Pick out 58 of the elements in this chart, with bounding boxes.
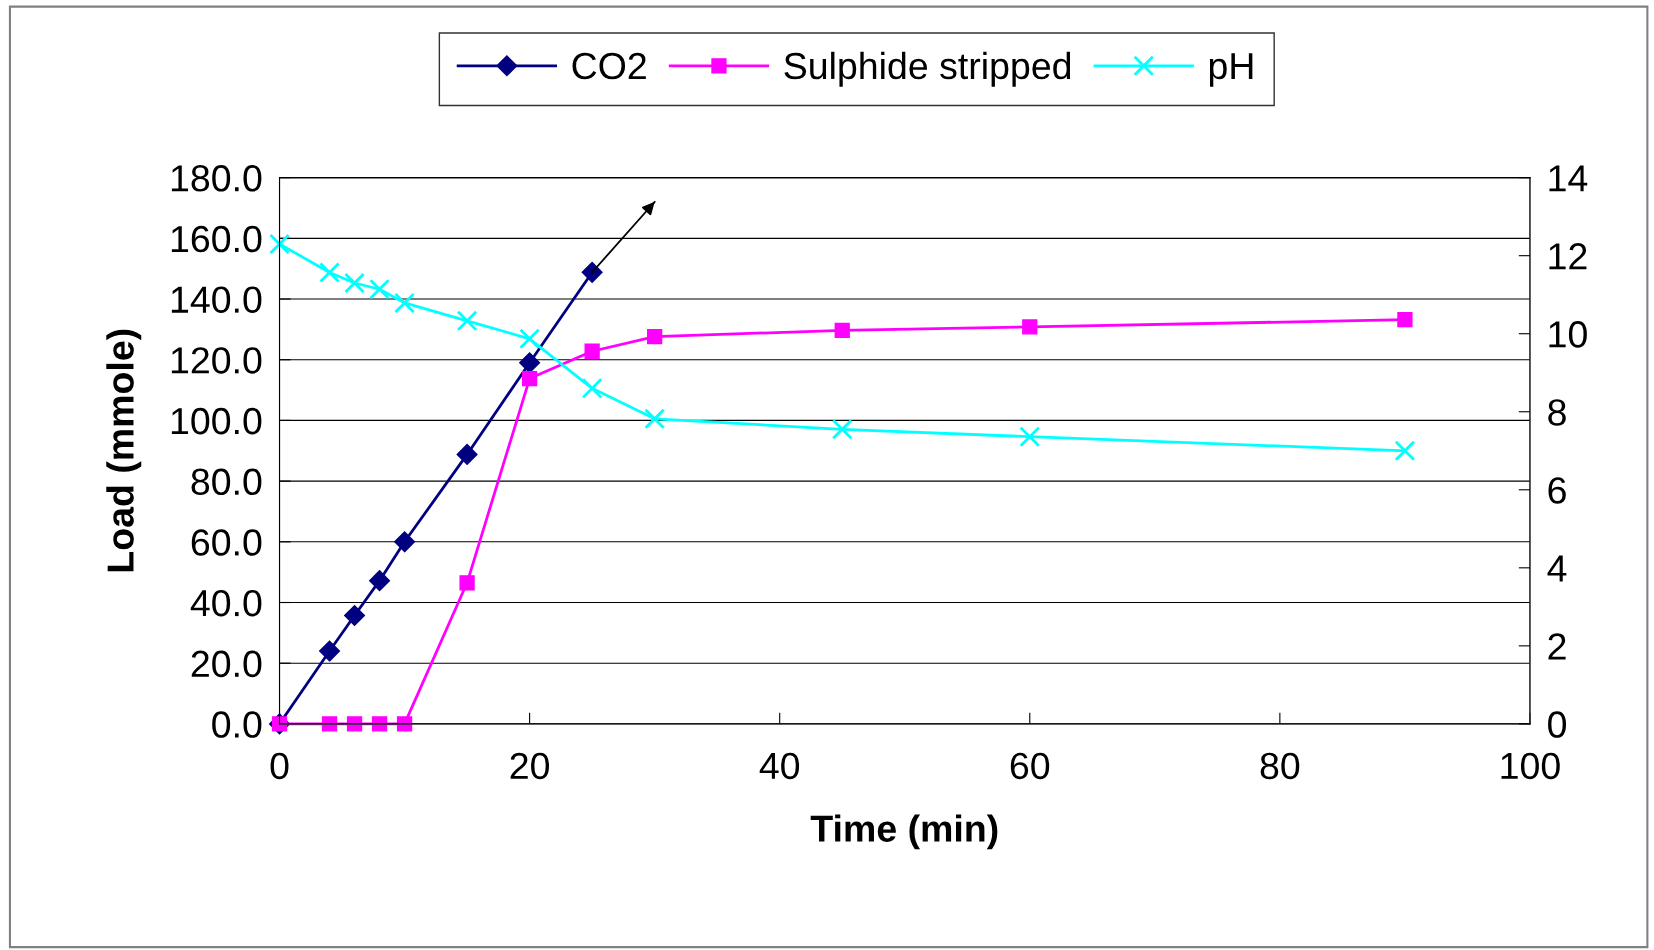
point bbox=[581, 261, 603, 283]
point bbox=[584, 343, 600, 359]
point bbox=[834, 322, 850, 338]
y2-tick-label: 12 bbox=[1549, 243, 1587, 270]
point bbox=[831, 418, 853, 440]
point bbox=[456, 443, 478, 465]
point bbox=[1394, 440, 1416, 462]
y-tick-label: 0.0 bbox=[212, 711, 262, 738]
x-tick-label: 60 bbox=[1010, 752, 1050, 780]
point bbox=[344, 605, 366, 627]
legend-label: Sulphide stripped bbox=[784, 51, 1071, 87]
y2-tick-label: 4 bbox=[1547, 555, 1567, 582]
y-tick-label: 160.0 bbox=[171, 225, 262, 253]
y2-tick-label: 10 bbox=[1549, 321, 1587, 348]
y2-tick-label: 14 bbox=[1549, 165, 1588, 192]
y2-tick-label: 0 bbox=[1548, 711, 1567, 738]
y-tick-label: 60.0 bbox=[191, 529, 262, 556]
x-tick-label: 40 bbox=[759, 752, 800, 780]
x-axis-title: Time (min) bbox=[810, 814, 998, 850]
x-tick-label: 80 bbox=[1260, 752, 1300, 780]
y-tick-label: 120.0 bbox=[171, 347, 262, 374]
y2-tick-label: 8 bbox=[1548, 399, 1566, 426]
y-tick-label: 180.0 bbox=[171, 165, 262, 192]
x-tick-label: 20 bbox=[510, 752, 549, 780]
y-tick-label: 20.0 bbox=[191, 650, 262, 678]
point bbox=[519, 352, 541, 374]
y-tick-label: 140.0 bbox=[171, 286, 262, 313]
legend-label: CO2 bbox=[572, 52, 646, 80]
point bbox=[369, 570, 391, 592]
point bbox=[396, 716, 413, 732]
point bbox=[1397, 312, 1413, 328]
point bbox=[519, 328, 541, 350]
point bbox=[394, 531, 416, 553]
point bbox=[521, 370, 538, 387]
x-tick-label: 0 bbox=[270, 752, 289, 780]
point bbox=[319, 640, 341, 662]
point bbox=[1022, 319, 1038, 335]
y-tick-label: 100.0 bbox=[171, 407, 262, 435]
point bbox=[1019, 426, 1041, 448]
y-tick-label: 80.0 bbox=[191, 468, 262, 496]
point bbox=[456, 310, 478, 332]
point bbox=[371, 716, 388, 732]
x-tick-label: 100 bbox=[1501, 752, 1560, 780]
y-axis-title: Load (mmole) bbox=[106, 329, 142, 572]
point bbox=[321, 716, 338, 732]
y2-tick-label: 6 bbox=[1548, 477, 1566, 504]
point bbox=[319, 262, 340, 283]
point bbox=[394, 292, 415, 314]
y-tick-label: 40.0 bbox=[190, 589, 262, 617]
point bbox=[344, 272, 365, 294]
point bbox=[581, 377, 603, 399]
point bbox=[644, 408, 666, 430]
point bbox=[369, 278, 390, 300]
legend-label: pH bbox=[1209, 53, 1253, 87]
point bbox=[647, 329, 663, 345]
y2-tick-label: 2 bbox=[1548, 633, 1566, 660]
point bbox=[459, 575, 475, 591]
point bbox=[346, 716, 363, 732]
